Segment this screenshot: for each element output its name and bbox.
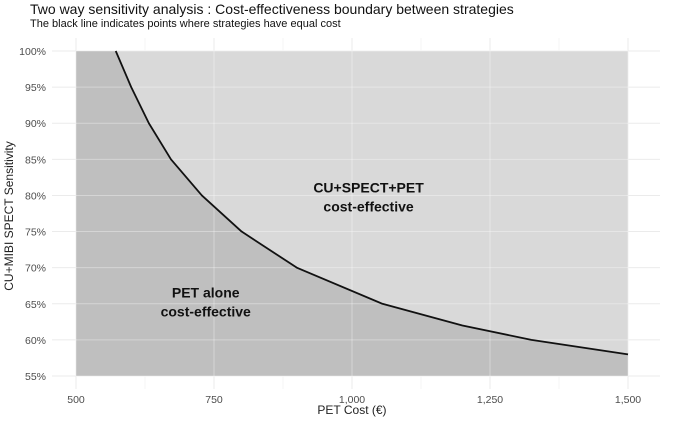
- x-axis-title: PET Cost (€): [317, 403, 386, 417]
- line-layer: [114, 50, 629, 356]
- y-tick-label: 60%: [25, 335, 46, 347]
- y-tick-label: 95%: [25, 82, 46, 94]
- region-label-line: PET alone: [172, 284, 240, 300]
- x-tick-label: 500: [67, 394, 85, 406]
- region-below: [76, 51, 628, 376]
- region-layer: [76, 51, 628, 376]
- y-tick-label: 55%: [25, 371, 46, 383]
- y-tick-label: 70%: [25, 263, 46, 275]
- region-label-line: CU+SPECT+PET: [313, 180, 424, 196]
- y-tick-label: 85%: [25, 154, 46, 166]
- y-axis-title: CU+MIBI SPECT Sensitivity: [2, 141, 16, 290]
- x-tick-label: 1,500: [615, 394, 641, 406]
- x-tick-label: 750: [205, 394, 223, 406]
- x-tick-label: 1,000: [339, 394, 365, 406]
- tick-layer: 500 750 1,000 1,250 1,500 55% 60% 65% 70% 75% 80% 8…: [19, 46, 641, 406]
- label-pet-alone: PET alone cost-effective: [161, 284, 251, 319]
- boundary-line: [114, 50, 629, 356]
- label-layer: CU+SPECT+PET cost-effective PET alone cost-…: [161, 180, 425, 320]
- region-label-line: cost-effective: [323, 199, 413, 215]
- y-tick-label: 90%: [25, 118, 46, 130]
- y-tick-label: 65%: [25, 299, 46, 311]
- chart-subtitle: The black line indicates points where st…: [30, 18, 341, 30]
- chart-title: Two way sensitivity analysis : Cost-effe…: [30, 1, 514, 17]
- y-tick-label: 75%: [25, 227, 46, 239]
- inner-grid-layer: [75, 50, 629, 377]
- x-tick-label: 1,250: [477, 394, 503, 406]
- region-label-line: cost-effective: [161, 303, 251, 319]
- label-cu-spect-pet: CU+SPECT+PET cost-effective: [313, 180, 424, 215]
- y-tick-label: 80%: [25, 190, 46, 202]
- y-tick-label: 100%: [19, 46, 46, 58]
